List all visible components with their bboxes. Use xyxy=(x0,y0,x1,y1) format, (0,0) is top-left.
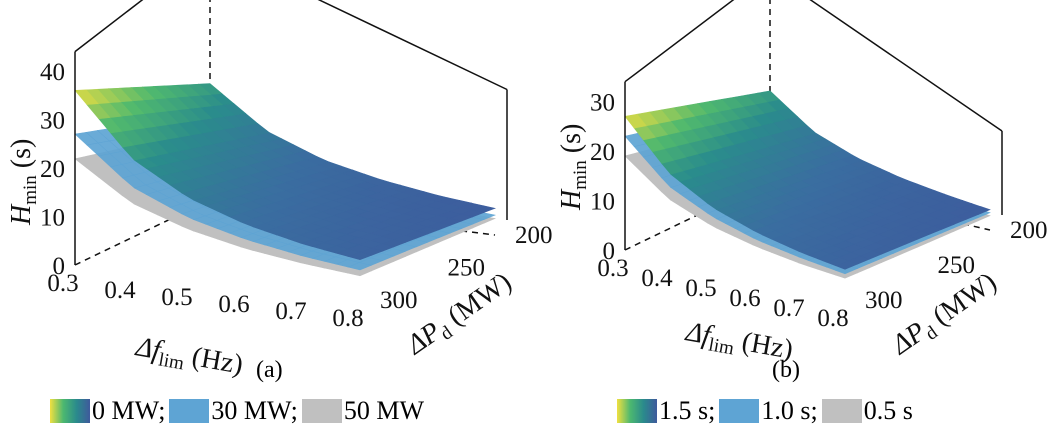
y-tick-label: 300 xyxy=(865,287,903,314)
x-axis-label: Δflim (Hz) xyxy=(132,331,245,384)
x-tick-label: 0.8 xyxy=(332,305,363,332)
x-tick-label: 0.5 xyxy=(685,275,716,302)
legend-swatch-grey xyxy=(301,399,342,423)
y-axis-label: ΔPd (MW) xyxy=(885,266,1004,364)
legend-b: 1.5 s; 1.0 s; 0.5 s xyxy=(617,396,917,426)
x-tick-label: 0.3 xyxy=(597,255,628,282)
z-tick-label: 10 xyxy=(40,205,65,232)
surface-1-0-s-patch xyxy=(624,133,647,147)
legend-label: 0 MW; xyxy=(92,396,166,425)
surface-0-MW-patch xyxy=(74,89,99,105)
x-tick-label: 0.6 xyxy=(729,285,760,312)
legend-swatch-blue xyxy=(719,399,760,423)
box-top-left-edge xyxy=(74,0,144,53)
x-tick-label: 0.7 xyxy=(773,295,804,322)
surface-30-MW-patch xyxy=(74,131,99,146)
legend-swatch-grey xyxy=(821,399,862,423)
x-tick-label: 0.8 xyxy=(817,305,848,332)
surface-0-5-s-patch xyxy=(624,152,647,166)
box-top-right-edge xyxy=(317,0,508,91)
legend-swatch-blue xyxy=(169,399,210,423)
y-tick-label: 200 xyxy=(1010,217,1048,244)
caption-b: (b) xyxy=(772,357,800,383)
x-tick-label: 0.4 xyxy=(641,265,673,292)
x-tick-label: 0.4 xyxy=(104,277,136,304)
z-tick-label: 30 xyxy=(40,108,65,135)
z-tick-label: 0 xyxy=(53,253,66,280)
surface-1-5-s-patch xyxy=(624,113,647,129)
box-top-left-edge xyxy=(624,0,735,83)
legend-label: 1.5 s; xyxy=(659,396,716,425)
x-tick-label: 0.3 xyxy=(47,270,78,297)
y-tick-label: 250 xyxy=(448,255,486,282)
legend-label: 1.0 s; xyxy=(761,396,818,425)
box-top-right-edge xyxy=(809,0,1003,132)
x-tick-label: 0.6 xyxy=(218,291,249,318)
z-tick-label: 10 xyxy=(590,189,615,216)
x-tick-label: 0.7 xyxy=(275,298,306,325)
z-axis-label: Hmin (s) xyxy=(6,139,41,226)
z-axis-label: Hmin (s) xyxy=(556,124,591,211)
panel-0: 0 10 20 30 40 0.3 0.4 0.5 0.6 0.7 0.8 200 250 300 Hmin… xyxy=(6,0,553,384)
z-tick-label: 20 xyxy=(40,156,65,183)
legend-label: 30 MW; xyxy=(211,396,298,425)
y-tick-label: 300 xyxy=(380,287,418,314)
z-tick-label: 20 xyxy=(590,139,615,166)
panel-1: 0 10 20 30 0.3 0.4 0.5 0.6 0.7 0.8 200 250 300 Hmin (… xyxy=(556,0,1048,366)
y-tick-label: 250 xyxy=(938,252,976,279)
legend-swatch-colormap xyxy=(617,399,657,423)
surface-50-MW-patch xyxy=(74,155,99,169)
legend-label: 0.5 s xyxy=(863,396,913,425)
z-tick-label: 40 xyxy=(40,59,65,86)
legend-label: 50 MW xyxy=(343,396,425,425)
legend-swatch-colormap xyxy=(50,399,90,423)
z-tick-label: 30 xyxy=(590,90,615,117)
y-tick-label: 200 xyxy=(515,222,553,249)
legend-a: 0 MW; 30 MW; 50 MW xyxy=(50,396,428,426)
z-tick-label: 0 xyxy=(603,238,616,265)
x-tick-label: 0.5 xyxy=(161,284,192,311)
caption-a: (a) xyxy=(256,357,283,383)
